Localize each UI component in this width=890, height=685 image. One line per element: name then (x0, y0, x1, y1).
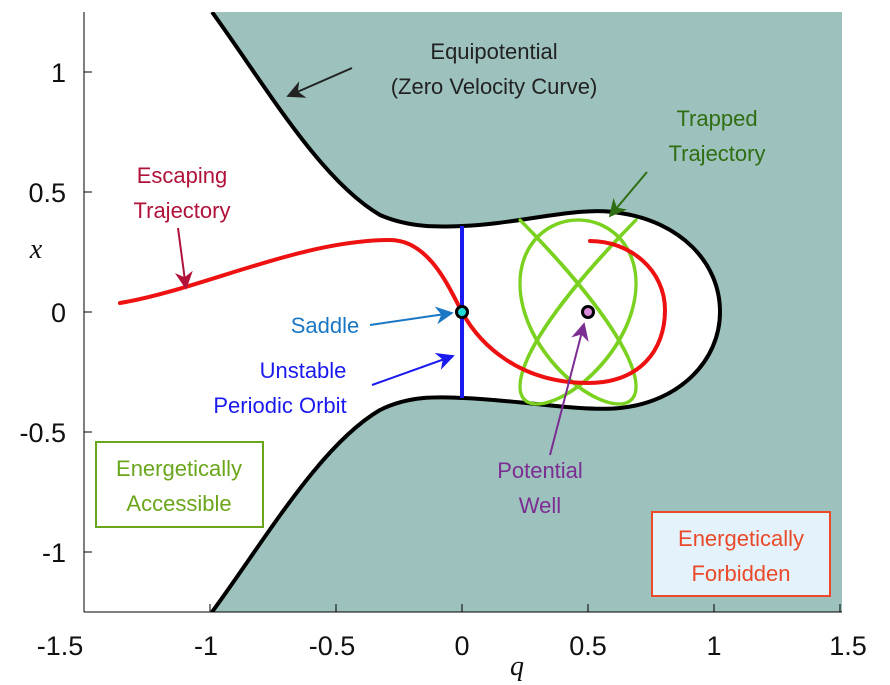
upo-arrow (371, 352, 455, 386)
y-tick-label: 0 (51, 298, 66, 328)
forbidden-box (651, 511, 831, 597)
saddle-arrow (369, 306, 454, 326)
saddle-label: Saddle (291, 313, 360, 338)
saddle-point-marker (455, 305, 469, 319)
trapped-arrow (608, 171, 648, 218)
equipotential-arrow (286, 67, 353, 98)
accessible-label-line1: Energetically (116, 456, 242, 481)
x-tick-label: -1.5 (37, 631, 84, 661)
well-label-line1: Potential (497, 458, 583, 483)
escaping-label-line2: Trajectory (134, 198, 231, 223)
forbidden-label-line2: Forbidden (691, 561, 790, 586)
y-tick-label: 0.5 (28, 178, 66, 208)
escaping-trajectory (118, 237, 668, 386)
x-tick-label: 1.5 (829, 631, 867, 661)
x-tick-label: -0.5 (309, 631, 356, 661)
y-tick-label: 1 (51, 58, 66, 88)
x-ticks: -1.5 -1 -0.5 0 0.5 1 1.5 (37, 604, 867, 661)
accessible-label-line2: Accessible (126, 491, 231, 516)
trapped-label-line2: Trajectory (669, 141, 766, 166)
x-tick-label: 0.5 (569, 631, 607, 661)
escaping-label-line1: Escaping (137, 163, 228, 188)
y-ticks: 1 0.5 0 -0.5 -1 (19, 58, 92, 568)
x-tick-label: 1 (706, 631, 721, 661)
well-point-marker (581, 305, 595, 319)
x-tick-label: -1 (194, 631, 218, 661)
forbidden-label-line1: Energetically (678, 526, 804, 551)
equipotential-label-line1: Equipotential (430, 39, 557, 64)
equipotential-label-line2: (Zero Velocity Curve) (391, 74, 598, 99)
well-label-line2: Well (519, 493, 561, 518)
accessible-box (95, 441, 264, 528)
x-axis-label: q (510, 651, 524, 682)
x-tick-label: 0 (454, 631, 469, 661)
upo-label-line1: Unstable (260, 358, 347, 383)
upo-label-line2: Periodic Orbit (213, 393, 346, 418)
forbidden-region (212, 12, 842, 612)
y-tick-label: -1 (42, 538, 66, 568)
trapped-trajectory (518, 218, 638, 406)
escaping-arrow (174, 227, 193, 290)
well-arrow (549, 322, 589, 456)
y-tick-label: -0.5 (19, 418, 66, 448)
y-axis-label: x (29, 234, 43, 265)
trapped-label-line1: Trapped (676, 106, 757, 131)
